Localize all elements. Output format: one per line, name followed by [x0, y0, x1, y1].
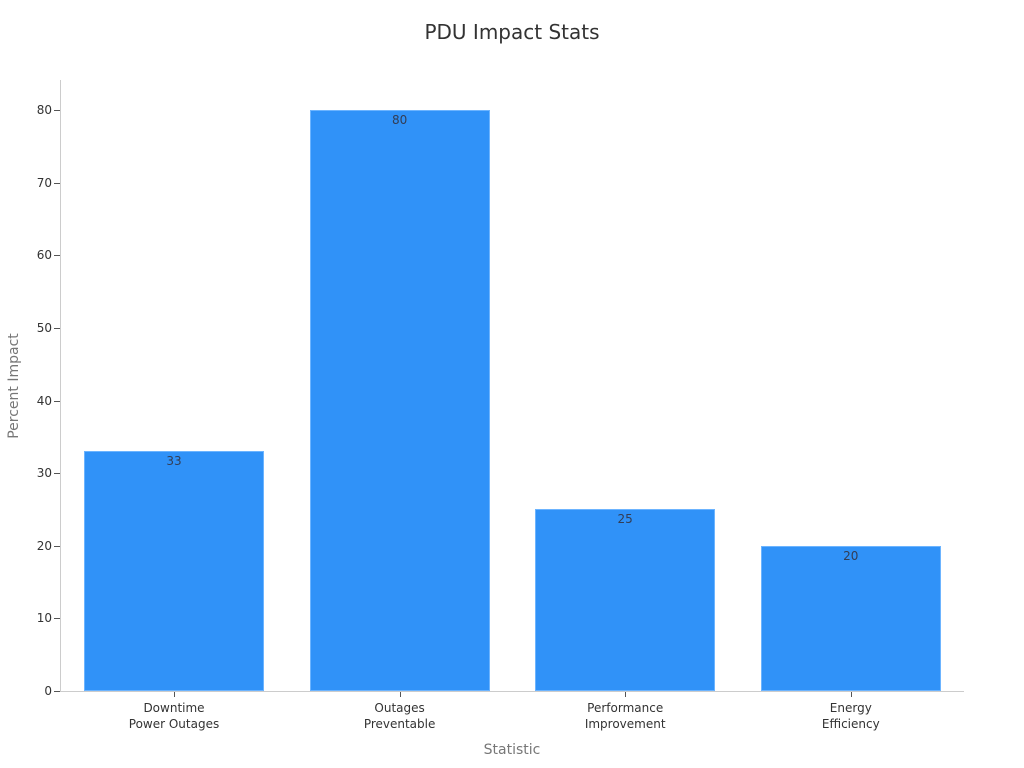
x-tick-label-line: Preventable	[363, 717, 436, 731]
y-tick: 80	[0, 103, 62, 124]
y-tick-label: 0	[44, 684, 52, 698]
bar-value-label: 33	[166, 454, 182, 469]
y-tick-label: 60	[36, 248, 52, 263]
y-tick-mark	[54, 691, 60, 692]
y-tick: 30	[0, 466, 62, 487]
x-tick-label: Performance Improvement	[535, 700, 715, 732]
x-tick-label: Downtime Power Outages	[84, 700, 264, 732]
bar[interactable]: 20	[760, 545, 941, 691]
x-tick-mark	[174, 692, 175, 697]
y-tick-label: 40	[36, 393, 52, 408]
y-tick: 70	[0, 176, 62, 197]
y-tick: 50	[0, 321, 62, 342]
y-tick-mark	[54, 110, 60, 111]
y-tick-mark	[54, 618, 60, 620]
y-tick-mark	[54, 545, 60, 547]
x-axis-label: Statistic	[483, 742, 541, 758]
y-tick-mark	[54, 182, 60, 184]
y-tick-label: 80	[36, 103, 52, 117]
x-tick-label-line: Efficiency	[821, 717, 880, 731]
bar[interactable]: 80	[309, 110, 490, 691]
y-axis-line	[60, 80, 61, 692]
x-tick-mark	[625, 692, 627, 697]
bar-value-label: 80	[391, 113, 408, 127]
y-tick-mark	[54, 327, 60, 329]
x-tick-label-line: Downtime	[143, 701, 205, 715]
y-tick-label: 30	[36, 466, 52, 481]
bar[interactable]: 33	[84, 451, 264, 691]
y-axis-label: Percent Impact	[6, 333, 22, 439]
y-tick: 10	[0, 611, 62, 632]
y-tick-label: 10	[36, 611, 52, 626]
bar[interactable]: 25	[535, 509, 716, 691]
y-tick-label: 50	[36, 320, 52, 335]
x-tick-label-line: Outages	[374, 701, 425, 715]
bar-value-label: 20	[843, 548, 859, 563]
x-tick-label-line: Energy	[829, 701, 872, 715]
x-axis-line	[60, 691, 964, 692]
x-tick-label: Energy Efficiency	[761, 700, 941, 732]
y-tick: 40	[0, 394, 62, 415]
y-tick: 20	[0, 539, 62, 560]
x-tick-mark	[850, 692, 852, 697]
bar-value-label: 25	[617, 512, 633, 527]
x-tick-mark	[399, 692, 401, 697]
y-tick-label: 20	[36, 538, 52, 553]
x-tick-label: Outages Preventable	[310, 700, 490, 732]
y-tick: 0	[0, 684, 62, 705]
x-tick-label-line: Power Outages	[128, 717, 220, 731]
y-tick-label: 70	[36, 175, 52, 190]
x-tick-label-line: Performance	[587, 701, 664, 715]
y-tick-mark	[54, 473, 60, 475]
y-tick-mark	[54, 255, 60, 257]
y-tick: 60	[0, 248, 62, 269]
chart-title: PDU Impact Stats	[424, 20, 600, 44]
x-tick-label-line: Improvement	[584, 717, 666, 731]
y-tick-mark	[54, 400, 60, 402]
